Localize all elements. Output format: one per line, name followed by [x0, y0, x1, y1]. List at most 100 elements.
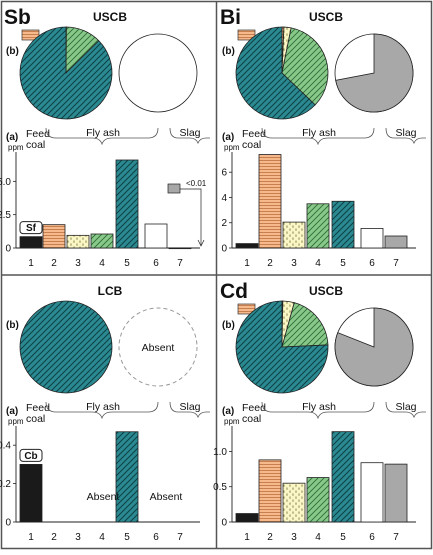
bar-3 [283, 483, 305, 522]
boiler-group-label: USCB [309, 10, 343, 24]
y-tick-label: 0.4 [0, 441, 11, 452]
bar-2 [43, 225, 65, 248]
x-tick-label: 2 [267, 532, 273, 543]
element-symbol: Bi [220, 6, 241, 29]
element-symbol: Sb [4, 6, 31, 29]
x-tick-label: 4 [315, 258, 321, 269]
bar-6 [361, 228, 383, 248]
bar-1 [236, 244, 258, 248]
y-tick-label: 5.0 [0, 177, 11, 188]
boiler-group-label: LCB [98, 284, 123, 298]
pie-slice [20, 301, 112, 393]
bar-2 [259, 460, 281, 522]
x-tick-label: 5 [340, 532, 346, 543]
annotation-text: <0.01 [186, 179, 207, 188]
pie-panel-label: (b) [6, 320, 19, 331]
x-tick-label: 1 [244, 532, 250, 543]
x-tick-label: 1 [244, 258, 250, 269]
slag-pie [119, 34, 197, 112]
bar-5 [116, 432, 138, 522]
bar-panel-label: (a) [222, 406, 234, 417]
x-tick-label: 4 [99, 532, 105, 543]
bar-2 [259, 155, 281, 248]
slag-pie-absent-text: Absent [142, 342, 175, 354]
x-tick-label: 2 [51, 532, 57, 543]
bar-4 [91, 234, 113, 248]
bar-panel-label: (a) [6, 132, 18, 143]
bar-5 [116, 160, 138, 248]
x-tick-label: 3 [75, 258, 81, 269]
x-tick-label: 7 [393, 258, 399, 269]
slag-absent-text: Absent [150, 491, 183, 503]
x-tick-label: 3 [291, 258, 297, 269]
annotation-swatch [168, 184, 180, 193]
x-tick-label: 1 [28, 532, 34, 543]
unit-label: ppm [224, 143, 240, 152]
bar-6 [145, 224, 167, 248]
bar-1 [236, 514, 258, 522]
x-tick-label: 3 [75, 532, 81, 543]
x-tick-label: 7 [393, 532, 399, 543]
x-tick-label: 4 [99, 258, 105, 269]
x-tick-label: 5 [340, 258, 346, 269]
y-tick-label: 0 [5, 244, 11, 255]
fly-ash-label: Fly ash [86, 127, 120, 139]
feed-coal-badge-text: Cb [24, 451, 37, 462]
pie-panel-label: (b) [6, 46, 19, 57]
y-tick-label: 2 [221, 218, 227, 229]
fly-ash-label: Fly ash [302, 127, 336, 139]
fly-ash-absent-text: Absent [87, 491, 120, 503]
bar-6 [361, 463, 383, 522]
bar-panel-label: (a) [222, 132, 234, 143]
bar-5 [332, 432, 354, 522]
x-tick-label: 2 [51, 258, 57, 269]
unit-label: ppm [8, 143, 24, 152]
bar-1 [20, 237, 42, 248]
bar-3 [67, 235, 89, 248]
fly-ash-label: Fly ash [302, 401, 336, 413]
bar-5 [332, 201, 354, 248]
y-tick-label: 1.0 [213, 447, 227, 458]
pie-panel-label: (b) [222, 46, 235, 57]
slag-label: Slag [395, 127, 416, 139]
y-tick-label: 4 [221, 193, 227, 204]
bar-7 [169, 248, 191, 249]
x-tick-label: 6 [369, 258, 375, 269]
y-tick-label: 0 [221, 244, 227, 255]
x-tick-label: 6 [153, 532, 159, 543]
pie-panel-label: (b) [222, 320, 235, 331]
slag-label: Slag [395, 401, 416, 413]
bar-4 [307, 478, 329, 522]
y-tick-label: 2.5 [0, 210, 11, 221]
y-tick-label: 0.2 [0, 479, 11, 490]
x-tick-label: 3 [291, 532, 297, 543]
y-tick-label: 0 [221, 518, 227, 529]
fly-ash-label: Fly ash [86, 401, 120, 413]
bar-panel-label: (a) [6, 406, 18, 417]
bar-1 [20, 464, 42, 522]
feed-coal-badge-text: Sf [26, 223, 37, 234]
unit-label: ppm [224, 417, 240, 426]
x-tick-label: 6 [153, 258, 159, 269]
x-tick-label: 7 [177, 532, 183, 543]
unit-label: ppm [8, 417, 24, 426]
y-tick-label: 0 [5, 518, 11, 529]
slag-label: Slag [179, 127, 200, 139]
x-tick-label: 2 [267, 258, 273, 269]
x-tick-label: 1 [28, 258, 34, 269]
boiler-group-label: USCB [309, 284, 343, 298]
bar-4 [307, 204, 329, 248]
x-tick-label: 4 [315, 532, 321, 543]
x-tick-label: 5 [124, 258, 130, 269]
y-tick-label: 0.5 [213, 482, 227, 493]
annotation-leader [180, 189, 201, 245]
slag-label: Slag [179, 401, 200, 413]
x-tick-label: 6 [369, 532, 375, 543]
element-symbol: Cd [220, 280, 248, 303]
boiler-group-label: USCB [93, 10, 127, 24]
bar-7 [385, 236, 407, 248]
